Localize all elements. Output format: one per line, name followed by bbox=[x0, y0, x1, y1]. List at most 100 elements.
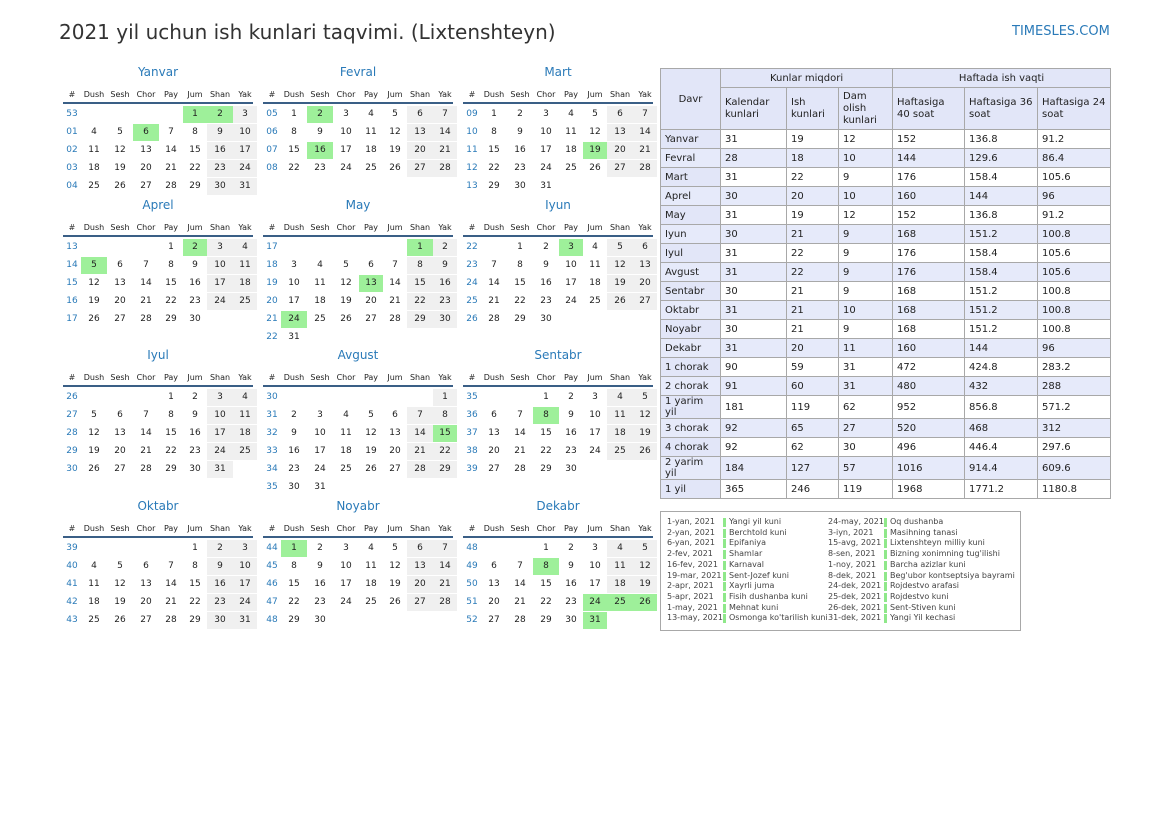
summary-value: 92 bbox=[720, 418, 787, 438]
day-cell: 28 bbox=[140, 314, 152, 324]
holiday-marker bbox=[723, 550, 726, 560]
week-number: 30 bbox=[266, 392, 278, 402]
day-cell: 16 bbox=[433, 275, 457, 292]
day-cell: 27 bbox=[488, 615, 500, 625]
day-cell: 29 bbox=[540, 615, 552, 625]
day-cell: 14 bbox=[514, 428, 526, 438]
week-number: 06 bbox=[266, 127, 278, 137]
day-cell: 29 bbox=[189, 615, 201, 625]
day-cell: 24 bbox=[233, 160, 257, 177]
day-cell: 22 bbox=[407, 293, 433, 310]
day-cell: 15 bbox=[514, 278, 526, 288]
day-cell: 5 bbox=[81, 257, 107, 274]
day-cell: 4 bbox=[233, 389, 257, 406]
week-number: 14 bbox=[66, 260, 78, 270]
weekday-header: Chor bbox=[536, 373, 556, 382]
day-cell: 3 bbox=[291, 260, 297, 270]
week-number: 02 bbox=[66, 145, 78, 155]
week-number: 39 bbox=[466, 464, 478, 474]
header-rule bbox=[63, 235, 253, 237]
weekday-header: Jum bbox=[587, 223, 603, 232]
holiday-name: Karnaval bbox=[729, 559, 764, 569]
day-cell: 8 bbox=[291, 561, 297, 571]
day-cell: 28 bbox=[165, 181, 177, 191]
site-link[interactable]: TIMESLES.COM bbox=[1012, 24, 1110, 39]
summary-value: 20 bbox=[786, 338, 839, 358]
day-cell: 25 bbox=[607, 594, 633, 611]
summary-row: Sentabr 30 21 9 168 151.2 100.8 bbox=[660, 281, 1112, 301]
summary-value: 480 bbox=[892, 376, 966, 396]
day-cell: 10 bbox=[233, 558, 257, 575]
summary-value: 30 bbox=[720, 319, 787, 339]
day-cell: 14 bbox=[433, 124, 457, 141]
day-cell: 5 bbox=[607, 239, 633, 256]
col-work-days: Ish kunlari bbox=[786, 87, 839, 130]
day-cell: 7 bbox=[407, 407, 433, 424]
day-cell: 6 bbox=[633, 239, 657, 256]
week-number: 23 bbox=[466, 260, 478, 270]
week-number: 15 bbox=[66, 278, 78, 288]
day-cell: 3 bbox=[207, 389, 233, 406]
summary-value: 136.8 bbox=[964, 205, 1039, 225]
summary-row: 3 chorak 92 65 27 520 468 312 bbox=[660, 418, 1112, 438]
summary-value: 57 bbox=[837, 456, 894, 480]
day-cell: 31 bbox=[207, 461, 233, 478]
summary-value: 27 bbox=[837, 418, 894, 438]
day-cell: 27 bbox=[140, 181, 152, 191]
day-cell: 20 bbox=[365, 296, 377, 306]
day-cell: 28 bbox=[140, 464, 152, 474]
day-cell: 2 bbox=[207, 106, 233, 123]
week-number: 41 bbox=[66, 579, 78, 589]
summary-value: 105.6 bbox=[1037, 243, 1112, 263]
summary-value: 312 bbox=[1037, 418, 1112, 438]
summary-period: Fevral bbox=[660, 148, 721, 168]
weekday-header: Chor bbox=[536, 90, 556, 99]
day-cell: 24 bbox=[540, 163, 552, 173]
day-cell: 28 bbox=[514, 464, 526, 474]
week-number: 38 bbox=[466, 446, 478, 456]
day-cell: 12 bbox=[633, 558, 657, 575]
summary-value: 119 bbox=[786, 395, 839, 419]
weekday-header: Jum bbox=[187, 524, 203, 533]
summary-value: 31 bbox=[720, 300, 787, 320]
day-cell: 24 bbox=[340, 163, 352, 173]
header-rule bbox=[463, 385, 653, 387]
week-number: 25 bbox=[466, 296, 478, 306]
day-cell: 10 bbox=[340, 127, 352, 137]
day-cell: 13 bbox=[488, 428, 500, 438]
day-cell: 26 bbox=[633, 594, 657, 611]
weekday-header: # bbox=[268, 223, 276, 232]
summary-row: 2 chorak 91 60 31 480 432 288 bbox=[660, 376, 1112, 396]
summary-value: 100.8 bbox=[1037, 319, 1112, 339]
day-cell: 13 bbox=[359, 275, 383, 292]
holiday-marker bbox=[723, 603, 726, 613]
summary-value: 105.6 bbox=[1037, 262, 1112, 282]
summary-value: 22 bbox=[786, 167, 839, 187]
holiday-marker bbox=[884, 550, 887, 560]
summary-period: 2 chorak bbox=[660, 376, 721, 396]
summary-value: 168 bbox=[892, 319, 966, 339]
month-name: Dekabr bbox=[536, 499, 580, 513]
holiday-date: 8-dek, 2021 bbox=[828, 570, 877, 580]
summary-value: 30 bbox=[837, 437, 894, 457]
summary-value: 1180.8 bbox=[1037, 479, 1112, 499]
week-number: 39 bbox=[66, 543, 78, 553]
weekday-header: Sesh bbox=[110, 524, 130, 533]
day-cell: 17 bbox=[340, 145, 352, 155]
week-number: 07 bbox=[266, 145, 278, 155]
holiday-name: Masihning tanasi bbox=[890, 527, 958, 537]
holiday-name: Rojdestvo arafasi bbox=[890, 581, 959, 591]
day-cell: 6 bbox=[491, 410, 497, 420]
holiday-date: 15-avg, 2021 bbox=[828, 538, 882, 548]
day-cell: 23 bbox=[565, 446, 577, 456]
summary-value: 22 bbox=[786, 243, 839, 263]
summary-value: 9 bbox=[837, 281, 894, 301]
day-cell: 29 bbox=[514, 314, 526, 324]
day-cell: 14 bbox=[433, 558, 457, 575]
day-cell: 23 bbox=[433, 293, 457, 310]
holiday-date: 16-fev, 2021 bbox=[667, 559, 718, 569]
day-cell: 23 bbox=[540, 296, 552, 306]
day-cell: 18 bbox=[88, 163, 100, 173]
day-cell: 21 bbox=[407, 443, 433, 460]
day-cell: 12 bbox=[633, 407, 657, 424]
